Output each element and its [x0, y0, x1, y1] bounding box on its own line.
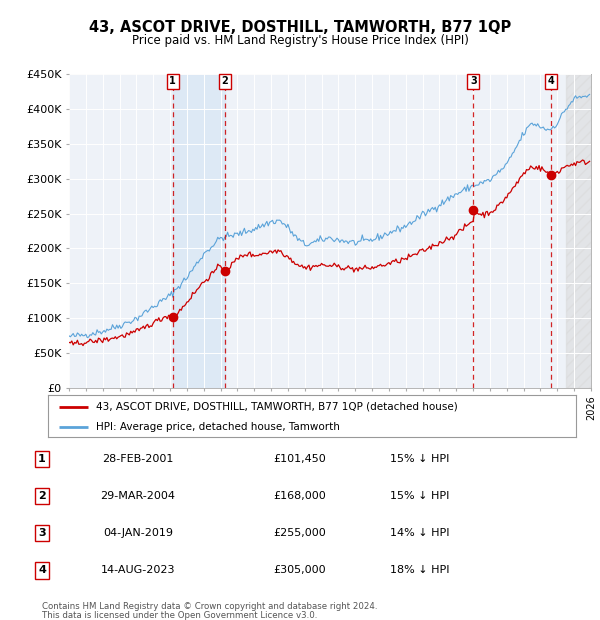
Text: HPI: Average price, detached house, Tamworth: HPI: Average price, detached house, Tamw… — [95, 422, 340, 432]
Text: 1: 1 — [38, 454, 46, 464]
Text: This data is licensed under the Open Government Licence v3.0.: This data is licensed under the Open Gov… — [42, 611, 317, 619]
Text: 2: 2 — [221, 76, 228, 86]
Text: 28-FEB-2001: 28-FEB-2001 — [103, 454, 173, 464]
Text: 18% ↓ HPI: 18% ↓ HPI — [390, 565, 450, 575]
Text: Contains HM Land Registry data © Crown copyright and database right 2024.: Contains HM Land Registry data © Crown c… — [42, 602, 377, 611]
Text: 15% ↓ HPI: 15% ↓ HPI — [391, 491, 449, 501]
Text: £255,000: £255,000 — [274, 528, 326, 538]
Text: 43, ASCOT DRIVE, DOSTHILL, TAMWORTH, B77 1QP (detached house): 43, ASCOT DRIVE, DOSTHILL, TAMWORTH, B77… — [95, 402, 457, 412]
Text: 14-AUG-2023: 14-AUG-2023 — [101, 565, 175, 575]
Text: 29-MAR-2004: 29-MAR-2004 — [101, 491, 176, 501]
Text: 43, ASCOT DRIVE, DOSTHILL, TAMWORTH, B77 1QP: 43, ASCOT DRIVE, DOSTHILL, TAMWORTH, B77… — [89, 20, 511, 35]
Text: £305,000: £305,000 — [274, 565, 326, 575]
Text: £168,000: £168,000 — [274, 491, 326, 501]
Text: 4: 4 — [38, 565, 46, 575]
Text: 14% ↓ HPI: 14% ↓ HPI — [390, 528, 450, 538]
Bar — [173, 74, 225, 388]
Bar — [566, 74, 591, 388]
Text: Price paid vs. HM Land Registry's House Price Index (HPI): Price paid vs. HM Land Registry's House … — [131, 34, 469, 46]
Text: 3: 3 — [470, 76, 476, 86]
Text: 4: 4 — [548, 76, 554, 86]
Text: 04-JAN-2019: 04-JAN-2019 — [103, 528, 173, 538]
Text: 2: 2 — [38, 491, 46, 501]
Text: £101,450: £101,450 — [274, 454, 326, 464]
Text: 1: 1 — [169, 76, 176, 86]
Text: 15% ↓ HPI: 15% ↓ HPI — [391, 454, 449, 464]
Text: 3: 3 — [38, 528, 46, 538]
